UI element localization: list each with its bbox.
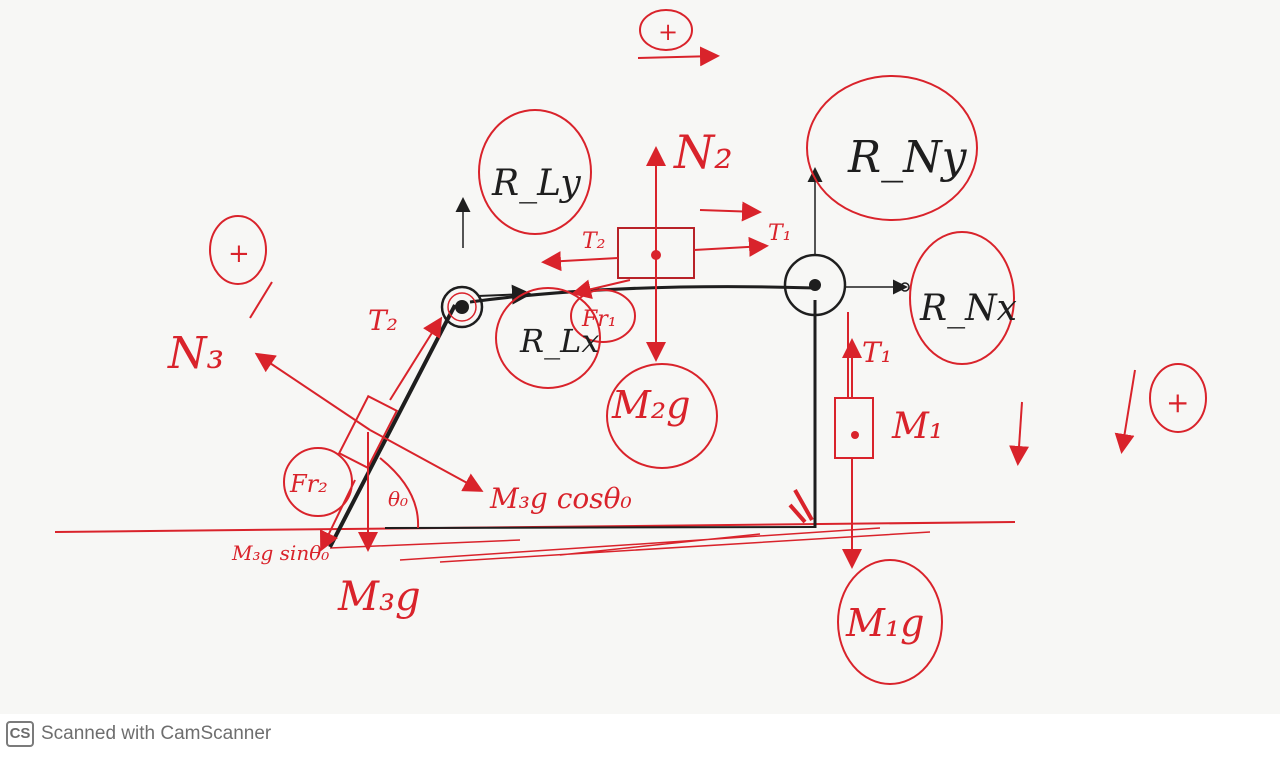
- label-RNy: R_Ny: [847, 132, 968, 183]
- circle-RNx: [909, 231, 1015, 365]
- label-M3sin: M₃g sinθ₀: [231, 541, 329, 565]
- arrow-Fr1: [571, 279, 631, 300]
- label-RLy: R_Ly: [491, 163, 581, 204]
- ground-black: [384, 526, 816, 529]
- arrow-plus-top: [637, 46, 720, 67]
- arrow-T2-incline: [389, 316, 443, 401]
- label-T1-top: T₁: [768, 221, 792, 246]
- circle-Fr2: [283, 447, 353, 517]
- arrow-plus-right: [1114, 369, 1136, 454]
- label-M2g: M₂g: [611, 383, 690, 427]
- label-M1: M₁: [891, 406, 943, 447]
- ground-hatch: [329, 527, 931, 563]
- arrow-M3cos: [369, 429, 484, 492]
- circle-Fr1: [570, 289, 636, 343]
- left-pulley: [440, 285, 484, 329]
- arrow-M1-down: [1009, 401, 1030, 466]
- label-plus-left: +: [228, 239, 250, 269]
- plus-left-stroke: [249, 281, 273, 319]
- table-top-surface: [469, 285, 816, 304]
- label-M3cos: M₃g cosθ₀: [489, 482, 632, 515]
- label-T2-top: T₂: [582, 229, 606, 254]
- circle-plus-right: [1149, 363, 1207, 433]
- arrow-RLx: [477, 284, 532, 305]
- label-N3: N₃: [167, 328, 224, 379]
- camscanner-watermark-text: Scanned with CamScanner: [41, 723, 272, 744]
- label-RNx: R_Nx: [919, 288, 1017, 329]
- label-M3g: M₃g: [337, 574, 421, 620]
- theta-arc: [379, 457, 420, 529]
- arrow-motion-top: [699, 201, 762, 222]
- incline-surface: [328, 304, 457, 548]
- label-N2: N₂: [673, 125, 733, 179]
- label-T1-right: T₁: [862, 336, 892, 369]
- arrow-T2-top: [541, 251, 619, 272]
- label-theta0: θ₀: [388, 487, 408, 511]
- support-foot: [788, 489, 814, 524]
- camscanner-logo: CS: [6, 721, 34, 747]
- block-M1: [834, 397, 874, 459]
- arrow-Fr2: [319, 479, 356, 552]
- arrow-T1-top: [693, 236, 769, 257]
- scanner-footer: [0, 714, 1280, 757]
- circle-RNy: [806, 75, 978, 221]
- circle-plus-left: [209, 215, 267, 285]
- label-Fr1: Fr₁: [581, 307, 617, 332]
- label-M1g: M₁g: [845, 601, 924, 645]
- circle-M2g: [606, 363, 718, 469]
- label-plus-top: +: [658, 18, 678, 46]
- circle-plus-top: [639, 9, 693, 51]
- block-M3: [337, 394, 399, 470]
- label-T2-left: T₂: [368, 304, 398, 337]
- label-Fr2: Fr₂: [289, 470, 328, 498]
- circle-RLx: [495, 287, 601, 389]
- label-RLx: R_Lx: [519, 322, 599, 360]
- circle-M1g: [837, 559, 943, 685]
- arrow-N3: [254, 352, 371, 431]
- label-plus-right: +: [1166, 386, 1189, 419]
- circle-RLy: [478, 109, 592, 235]
